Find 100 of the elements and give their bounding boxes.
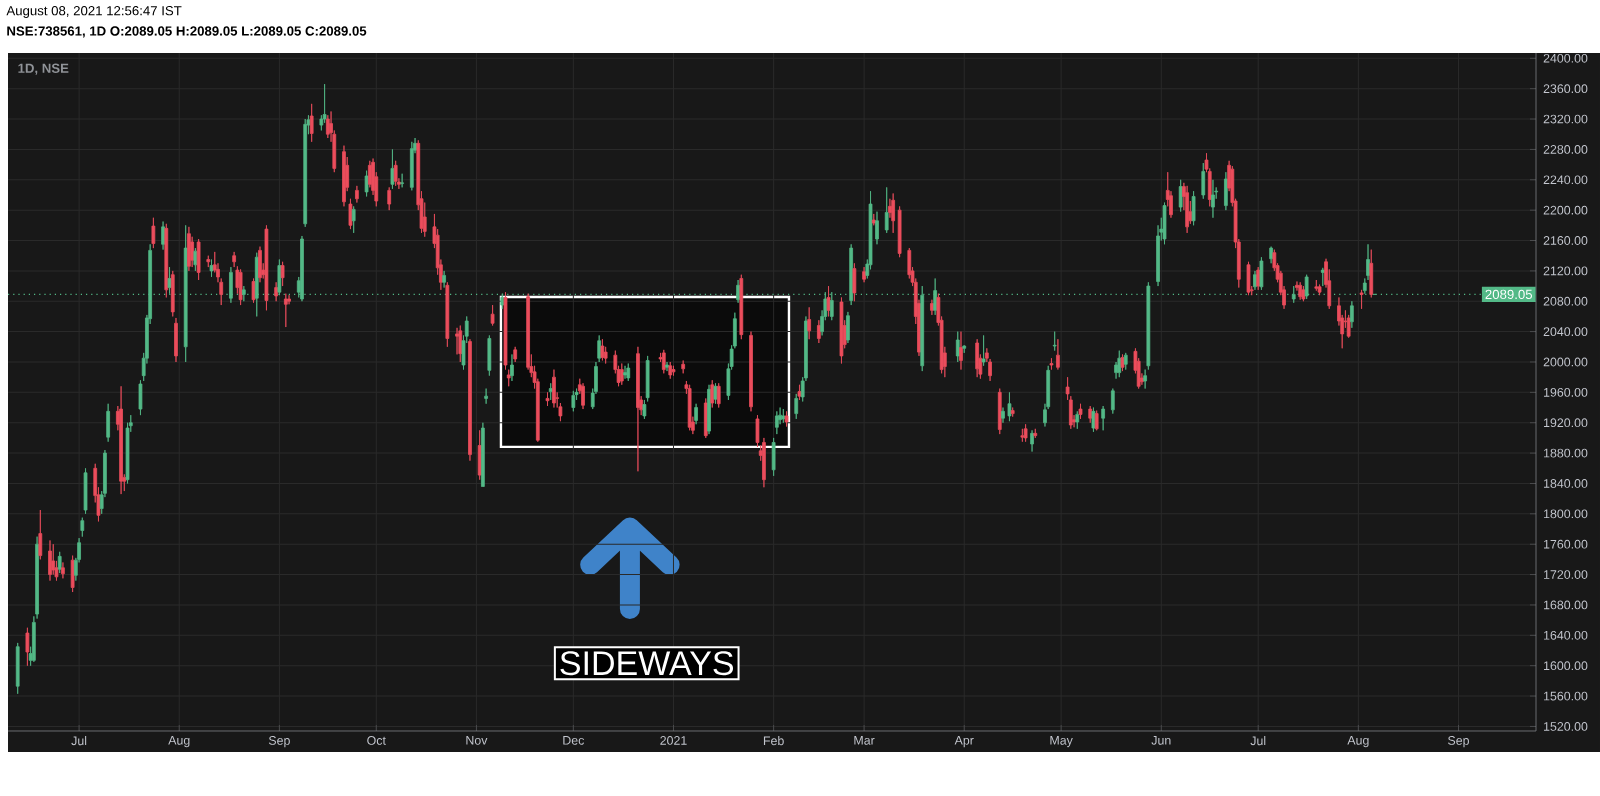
candlestick (506, 369, 511, 387)
x-tick-label: Aug (1347, 736, 1369, 748)
candlestick (681, 360, 686, 374)
candlestick (364, 170, 369, 197)
candlestick (775, 410, 779, 435)
candlestick (710, 379, 715, 408)
candlestick (481, 422, 485, 487)
candlestick (1211, 179, 1215, 219)
candlestick (25, 627, 30, 667)
candlestick (325, 114, 330, 139)
candlestick (187, 226, 191, 272)
candlestick (1101, 405, 1105, 431)
candlestick (390, 149, 395, 190)
chart-subtitle: NSE:738561, 1D O:2089.05 H:2089.05 L:2089.05 C:2089.05 (7, 26, 367, 38)
x-tick-label: Feb (763, 736, 784, 746)
candlestick (1185, 185, 1189, 234)
candlestick (1253, 270, 1257, 291)
candlestick (1094, 410, 1099, 431)
candlestick (1304, 274, 1309, 300)
y-tick-label: 1600.00 (1544, 661, 1588, 671)
candlestick (642, 399, 647, 420)
candlestick (274, 281, 278, 302)
candlestick (552, 369, 556, 408)
candlestick (232, 251, 236, 268)
candlestick (1359, 289, 1364, 310)
candlestick (1023, 423, 1028, 443)
candlestick (1362, 278, 1367, 295)
candlestick (15, 642, 20, 695)
candlestick (920, 285, 925, 372)
candlestick (1078, 403, 1083, 420)
candlestick (283, 293, 288, 328)
candlestick (826, 285, 831, 317)
candlestick (597, 335, 602, 363)
candlestick (303, 118, 308, 228)
candlestick (959, 331, 963, 370)
candlestick (933, 278, 937, 316)
candlestick (355, 185, 359, 203)
candlestick (694, 403, 698, 425)
candlestick (875, 211, 879, 245)
candlestick (1030, 429, 1034, 452)
candlestick (1143, 369, 1147, 389)
y-tick-label: 2160.00 (1543, 236, 1588, 245)
candlestick (1056, 338, 1060, 370)
candlestick (510, 354, 514, 382)
candlestick (1091, 407, 1096, 433)
candlestick (707, 384, 711, 435)
candlestick (623, 365, 627, 380)
candlestick (1088, 405, 1093, 424)
candlestick (400, 173, 404, 188)
candlestick (762, 437, 766, 488)
candlestick (581, 382, 585, 410)
candlestick (80, 517, 85, 538)
candlestick (393, 160, 398, 187)
candlestick (661, 349, 666, 374)
candlestick (280, 261, 285, 287)
y-tick-label: 2080.00 (1543, 296, 1588, 306)
candlestick (351, 205, 356, 234)
candlestick (119, 385, 123, 495)
y-tick-label: 1920.00 (1544, 418, 1588, 428)
candlestick (1010, 407, 1015, 418)
candlestick (196, 238, 201, 281)
candlestick (749, 331, 753, 412)
candlestick (807, 306, 812, 340)
y-tick-label: 1880.00 (1544, 448, 1588, 458)
candlestick (997, 388, 1002, 435)
candlestick (930, 299, 934, 316)
candlestick (1110, 388, 1115, 415)
candlestick (739, 274, 744, 340)
candlestick (713, 382, 718, 405)
candlestick (975, 338, 979, 378)
candlestick (151, 217, 156, 249)
candlestick (61, 562, 65, 579)
candlestick (1123, 352, 1128, 370)
candlestick (503, 291, 508, 370)
candlestick (962, 344, 967, 354)
candlestick (1298, 281, 1303, 301)
candlestick (70, 555, 75, 593)
candlestick (1052, 331, 1057, 351)
candlestick (387, 186, 392, 211)
candlestick (513, 346, 518, 363)
candlestick (668, 361, 673, 380)
candlestick (161, 221, 165, 251)
candlestick (619, 363, 624, 386)
y-tick-label: 2120.00 (1543, 266, 1588, 276)
candlestick (1033, 428, 1038, 439)
candlestick (1120, 354, 1125, 372)
candlestick (771, 437, 776, 477)
candlestick (1075, 410, 1080, 430)
chart-title: August 08, 2021 12:56:47 IST (6, 6, 182, 18)
candlestick (736, 279, 740, 304)
candlestick (83, 467, 88, 515)
x-tick-label: Aug (168, 736, 190, 748)
candlestick (1007, 391, 1012, 422)
annotation: SIDEWAYS (560, 651, 734, 676)
candlestick (445, 281, 450, 348)
candlestick (209, 259, 214, 278)
candlestick (797, 384, 802, 401)
candlestick (1020, 428, 1025, 443)
candlestick (174, 317, 178, 363)
candlestick (871, 213, 876, 226)
